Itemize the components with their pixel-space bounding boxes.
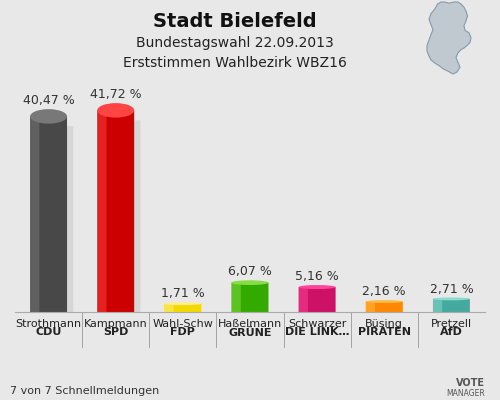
Text: SPD: SPD bbox=[103, 328, 128, 338]
FancyBboxPatch shape bbox=[298, 287, 308, 312]
FancyBboxPatch shape bbox=[366, 302, 375, 312]
Text: 1,71 %: 1,71 % bbox=[161, 287, 204, 300]
Text: Büsing: Büsing bbox=[366, 319, 403, 329]
Ellipse shape bbox=[366, 300, 403, 303]
FancyBboxPatch shape bbox=[366, 302, 403, 312]
Ellipse shape bbox=[232, 280, 268, 285]
Text: 7 von 7 Schnellmeldungen: 7 von 7 Schnellmeldungen bbox=[10, 386, 159, 396]
Text: AfD: AfD bbox=[440, 328, 463, 338]
Text: 2,16 %: 2,16 % bbox=[362, 285, 406, 298]
FancyBboxPatch shape bbox=[30, 116, 40, 312]
FancyBboxPatch shape bbox=[97, 110, 134, 312]
Text: 40,47 %: 40,47 % bbox=[22, 94, 74, 107]
Text: Haßelmann: Haßelmann bbox=[218, 319, 282, 329]
FancyBboxPatch shape bbox=[107, 120, 140, 312]
FancyBboxPatch shape bbox=[232, 283, 268, 312]
Ellipse shape bbox=[97, 103, 134, 118]
Text: Stadt Bielefeld: Stadt Bielefeld bbox=[153, 12, 317, 31]
Text: 6,07 %: 6,07 % bbox=[228, 265, 272, 278]
Text: Bundestagswahl 22.09.2013: Bundestagswahl 22.09.2013 bbox=[136, 36, 334, 50]
Text: Erststimmen Wahlbezirk WBZ16: Erststimmen Wahlbezirk WBZ16 bbox=[123, 56, 347, 70]
Ellipse shape bbox=[433, 298, 470, 300]
Text: Pretzell: Pretzell bbox=[431, 319, 472, 329]
Text: Wahl-Schw: Wahl-Schw bbox=[152, 319, 214, 329]
Text: MANAGER: MANAGER bbox=[446, 389, 485, 398]
Text: CDU: CDU bbox=[36, 328, 62, 338]
Text: Strothmann: Strothmann bbox=[16, 319, 82, 329]
Text: Kampmann: Kampmann bbox=[84, 319, 148, 329]
FancyBboxPatch shape bbox=[164, 304, 202, 312]
Text: 5,16 %: 5,16 % bbox=[296, 270, 339, 283]
Text: VOTE: VOTE bbox=[456, 378, 485, 388]
FancyBboxPatch shape bbox=[298, 287, 336, 312]
FancyBboxPatch shape bbox=[164, 304, 173, 312]
Ellipse shape bbox=[30, 109, 67, 124]
Text: 2,71 %: 2,71 % bbox=[430, 282, 474, 296]
FancyBboxPatch shape bbox=[30, 116, 67, 312]
Text: 41,72 %: 41,72 % bbox=[90, 88, 142, 101]
Text: DIE LINK…: DIE LINK… bbox=[285, 328, 350, 338]
Text: FDP: FDP bbox=[170, 328, 196, 338]
Text: Schwarzer: Schwarzer bbox=[288, 319, 346, 329]
Ellipse shape bbox=[164, 302, 202, 305]
Text: GRÜNE: GRÜNE bbox=[228, 328, 272, 338]
FancyBboxPatch shape bbox=[433, 299, 442, 312]
FancyBboxPatch shape bbox=[433, 299, 470, 312]
FancyBboxPatch shape bbox=[97, 110, 106, 312]
Text: PIRATEN: PIRATEN bbox=[358, 328, 411, 338]
FancyBboxPatch shape bbox=[232, 283, 241, 312]
FancyBboxPatch shape bbox=[40, 126, 73, 312]
Ellipse shape bbox=[298, 285, 336, 289]
